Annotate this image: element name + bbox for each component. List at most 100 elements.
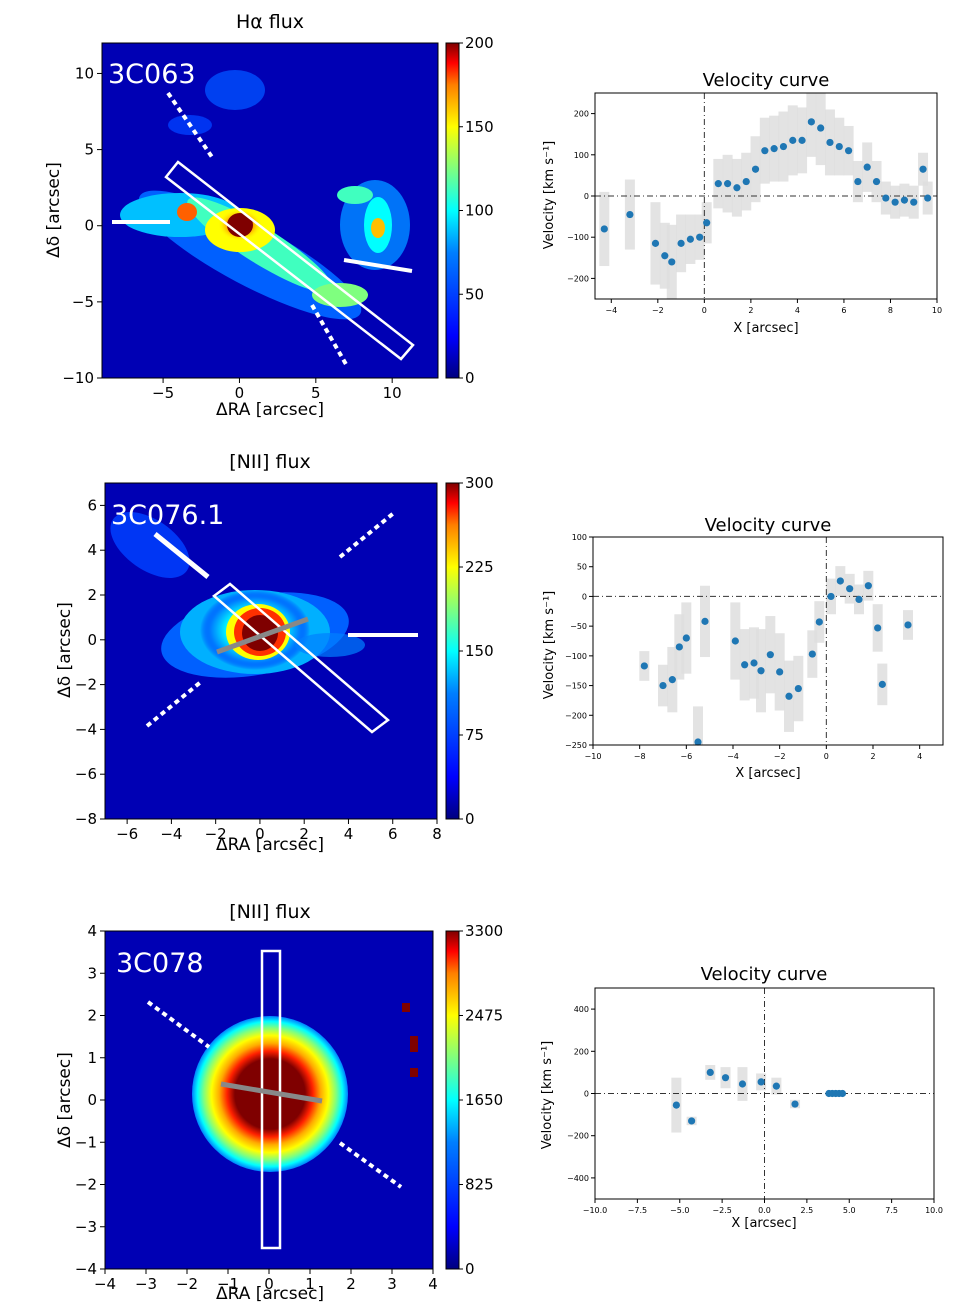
y-tick-label: 0 [87,1091,97,1109]
x-tick-label: 8 [888,306,893,315]
x-axis-label: ΔRA [arcsec] [216,400,324,420]
y-tick-label: 0 [584,1090,589,1099]
data-point [731,637,739,645]
y-tick-label: 2 [87,1007,97,1025]
panel-3c063-flux: Hα flux [44,11,494,420]
data-point [826,138,834,147]
data-point [855,595,863,604]
y-tick-label: −250 [565,741,587,750]
x-tick-label: 4 [917,752,922,761]
x-tick-label: −1 [217,1275,239,1293]
panel-3c078-velocity: Velocity curve −10.0 −7.5 −5.0 −2.5 0.0 2.5 5.… [540,964,943,1231]
x-tick-label: 2 [299,825,309,843]
data-point [651,239,660,247]
colorbar [445,42,460,379]
y-tick-label: 400 [574,1005,589,1014]
x-tick-label: −8 [634,752,646,761]
y-tick-label: 200 [574,1047,589,1056]
data-point [891,198,899,206]
y-tick-label: −100 [565,652,587,661]
y-tick-label: −10 [62,369,94,387]
x-tick-label: −3 [135,1275,157,1293]
panel-3c0761-flux: [NII] flux 3C076.1 [55,451,494,855]
data-point [882,194,890,202]
data-point [779,142,788,151]
velocity-plot: −10 −8 −6 −4 −2 0 2 4 −250 −200 −150 −100 −50 0 50 100 [565,533,944,761]
data-point [721,1074,730,1082]
x-tick-label: −2 [652,306,664,315]
y-tick-label: −3 [75,1218,97,1236]
y-axis-label: Velocity [km s⁻¹] [542,591,557,699]
y-tick-label: 0 [582,592,587,601]
colorbar-tick-label: 225 [465,558,494,576]
y-tick-label: −200 [565,711,587,720]
x-tick-label: 4 [428,1275,438,1293]
y-tick-label: 6 [87,496,97,514]
colorbar-tick-label: 0 [465,1260,475,1278]
x-tick-label: −2.5 [712,1206,731,1215]
y-axis-label: Velocity [km s⁻¹] [542,141,557,249]
data-point [757,1078,765,1086]
data-point [677,239,685,247]
colorbar [445,930,460,1270]
data-point [785,692,793,700]
data-point [751,165,760,173]
data-point [872,177,881,186]
data-point [900,196,909,204]
y-tick-label: 200 [574,110,589,119]
data-point [808,650,816,658]
y-tick-label: 1 [87,1049,97,1067]
x-axis-label: X [arcsec] [733,321,798,336]
y-tick-label: −5 [72,293,94,311]
y-axis-label: Δδ [arcsec] [55,602,75,698]
flux-title: [NII] flux [229,901,311,923]
data-point [794,684,802,693]
y-tick-label: −200 [567,274,589,283]
colorbar-tick-label: 0 [465,810,475,828]
x-tick-label: −2 [774,752,786,761]
data-point [827,592,835,601]
x-tick-label: −2 [176,1275,198,1293]
velocity-title: Velocity curve [703,70,830,91]
colorbar-tick-label: 75 [465,726,484,744]
x-tick-label: 2 [870,752,875,761]
slit-overlay [146,949,403,1250]
x-tick-label: 6 [388,825,398,843]
velocity-title: Velocity curve [705,515,832,536]
x-tick-label: 2 [748,306,753,315]
data-point [846,585,854,593]
data-point [668,676,676,684]
x-tick-label: 10 [383,384,402,402]
data-point [668,258,676,266]
flux-axes: −5 0 5 10 −10 −5 0 5 10 [62,64,401,402]
data-point [724,180,732,188]
colorbar-ticks: 0 75 150 225 300 [459,474,494,828]
flux-title: Hα flux [236,11,304,33]
data-point [686,235,694,243]
data-point [798,136,806,144]
data-point [874,624,882,632]
data-point [791,1100,799,1108]
object-label: 3C078 [116,948,204,979]
data-point [672,1101,680,1109]
data-point [706,1068,714,1076]
x-tick-label: 8 [432,825,442,843]
data-point [659,681,667,690]
y-tick-label: −4 [75,720,97,738]
y-tick-label: 4 [87,922,97,940]
x-tick-label: −2 [205,825,227,843]
x-tick-label: 10 [932,306,942,315]
y-tick-label: 5 [84,141,94,159]
data-point [770,145,778,153]
data-point [844,147,853,155]
x-tick-label: 5.0 [843,1206,856,1215]
colorbar-tick-label: 150 [465,642,494,660]
x-tick-label: 4 [795,306,800,315]
data-point [835,142,843,151]
y-tick-label: −2 [75,676,97,694]
x-axis-label: X [arcsec] [731,1216,796,1231]
data-point [703,219,711,227]
colorbar-tick-label: 0 [465,369,475,387]
x-axis-label: ΔRA [arcsec] [216,835,324,855]
